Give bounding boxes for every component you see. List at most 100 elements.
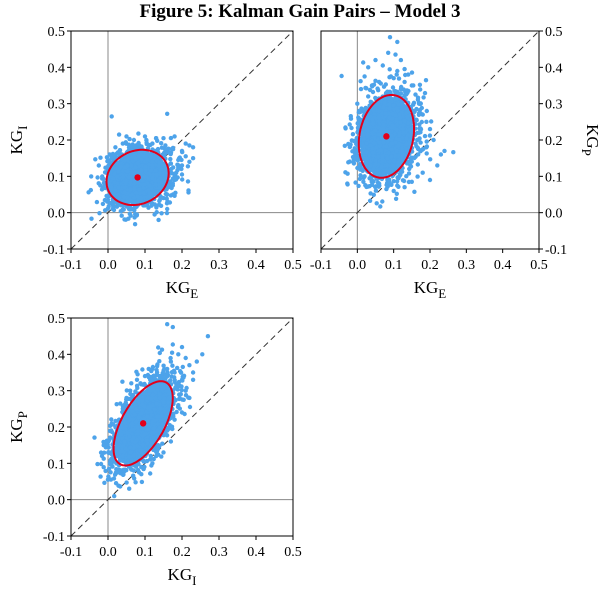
scatter-point [418, 149, 423, 154]
scatter-point [172, 193, 177, 198]
scatter-point [345, 171, 350, 176]
scatter-point [364, 155, 369, 161]
scatter-point [146, 162, 152, 168]
scatter-point [358, 173, 363, 178]
scatter-point [179, 387, 184, 393]
scatter-point [109, 114, 114, 119]
scatter-point [381, 105, 386, 110]
scatter-point [177, 406, 182, 411]
scatter-point [391, 179, 396, 184]
scatter-point [156, 345, 161, 350]
y-tick-label: 0.3 [545, 98, 563, 113]
scatter-point [405, 114, 410, 120]
scatter-point [393, 52, 398, 57]
confidence-ellipse [105, 148, 170, 206]
scatter-point [116, 132, 122, 137]
scatter-point [387, 95, 392, 100]
y-tick-label: 0.0 [545, 207, 563, 222]
scatter-point [367, 163, 373, 168]
scatter-point [394, 148, 399, 154]
scatter-point [144, 157, 150, 162]
scatter-point [125, 154, 130, 159]
panel-kge-vs-kgi: -0.1 0.0 0.1 0.2 0.3 0.4 0.5-0.10.00.10.20.30.… [7, 25, 302, 301]
scatter-point [417, 111, 422, 116]
scatter-point [387, 67, 392, 72]
scatter-point [180, 364, 185, 370]
scatter-point [356, 108, 362, 114]
scatter-point [422, 90, 428, 96]
x-tick-label: 0.0 [349, 258, 367, 273]
scatter-point [155, 421, 161, 427]
scatter-point [152, 212, 157, 217]
y-tick-label: 0.4 [545, 61, 563, 76]
x-tick-label: 0.1 [385, 258, 403, 273]
scatter-point [161, 363, 166, 368]
scatter-point [179, 172, 185, 177]
scatter-point [132, 199, 137, 205]
scatter-point [149, 154, 154, 159]
scatter-point [386, 169, 391, 174]
scatter-point [132, 412, 137, 417]
scatter-point [427, 177, 433, 183]
scatter-point [177, 392, 182, 397]
scatter-point [107, 461, 113, 466]
scatter-point [119, 213, 124, 218]
scatter-point [130, 159, 136, 164]
scatter-point [389, 141, 395, 146]
scatter-point [156, 163, 161, 169]
scatter-point [373, 161, 378, 167]
scatter-point [164, 433, 170, 438]
scatter-point [371, 108, 376, 113]
y-tick-label: 0.1 [48, 170, 66, 185]
scatter-point [369, 83, 375, 88]
scatter-point [183, 141, 188, 146]
scatter-point [378, 148, 383, 153]
scatter-point [133, 407, 139, 412]
scatter-point [122, 469, 127, 474]
scatter-point [137, 187, 142, 192]
scatter-point [420, 112, 425, 117]
scatter-point [139, 168, 144, 173]
scatter-point [402, 185, 407, 190]
y-tick-label: 0.2 [48, 134, 66, 149]
scatter-point [151, 426, 156, 431]
scatter-point [141, 190, 146, 196]
figure-title: Figure 5: Kalman Gain Pairs – Model 3 [139, 1, 461, 22]
scatter-point [403, 147, 409, 153]
scatter-point [404, 135, 409, 141]
scatter-point [354, 141, 359, 147]
scatter-point [168, 135, 174, 141]
scatter-point [129, 192, 135, 197]
scatter-point [129, 163, 134, 168]
scatter-point [181, 373, 187, 378]
y-tick-label: -0.1 [43, 243, 65, 258]
x-tick-label: 0.2 [173, 258, 191, 273]
scatter-point [113, 145, 118, 150]
scatter-point [366, 65, 371, 70]
scatter-point [166, 150, 172, 155]
y-tick-label: 0.2 [545, 134, 563, 149]
scatter-point [387, 180, 392, 185]
scatter-point [115, 181, 120, 186]
scatter-point [361, 60, 366, 65]
scatter-point [377, 108, 382, 114]
scatter-point [152, 418, 157, 423]
scatter-point [365, 132, 370, 137]
scatter-point [141, 154, 147, 159]
scatter-point [362, 109, 367, 114]
scatter-point [372, 115, 377, 120]
scatter-point [374, 201, 379, 206]
scatter-point [409, 83, 414, 88]
scatter-point [381, 170, 386, 175]
scatter-point [136, 131, 141, 136]
scatter-point [154, 172, 159, 177]
scatter-point [162, 409, 167, 414]
scatter-point [390, 123, 395, 128]
scatter-point [395, 68, 400, 74]
scatter-point [151, 430, 157, 435]
scatter-point [373, 145, 379, 150]
scatter-point [168, 156, 173, 162]
x-tick-label: 0.0 [99, 258, 117, 273]
scatter-point [156, 202, 162, 207]
scatter-point [135, 385, 140, 391]
